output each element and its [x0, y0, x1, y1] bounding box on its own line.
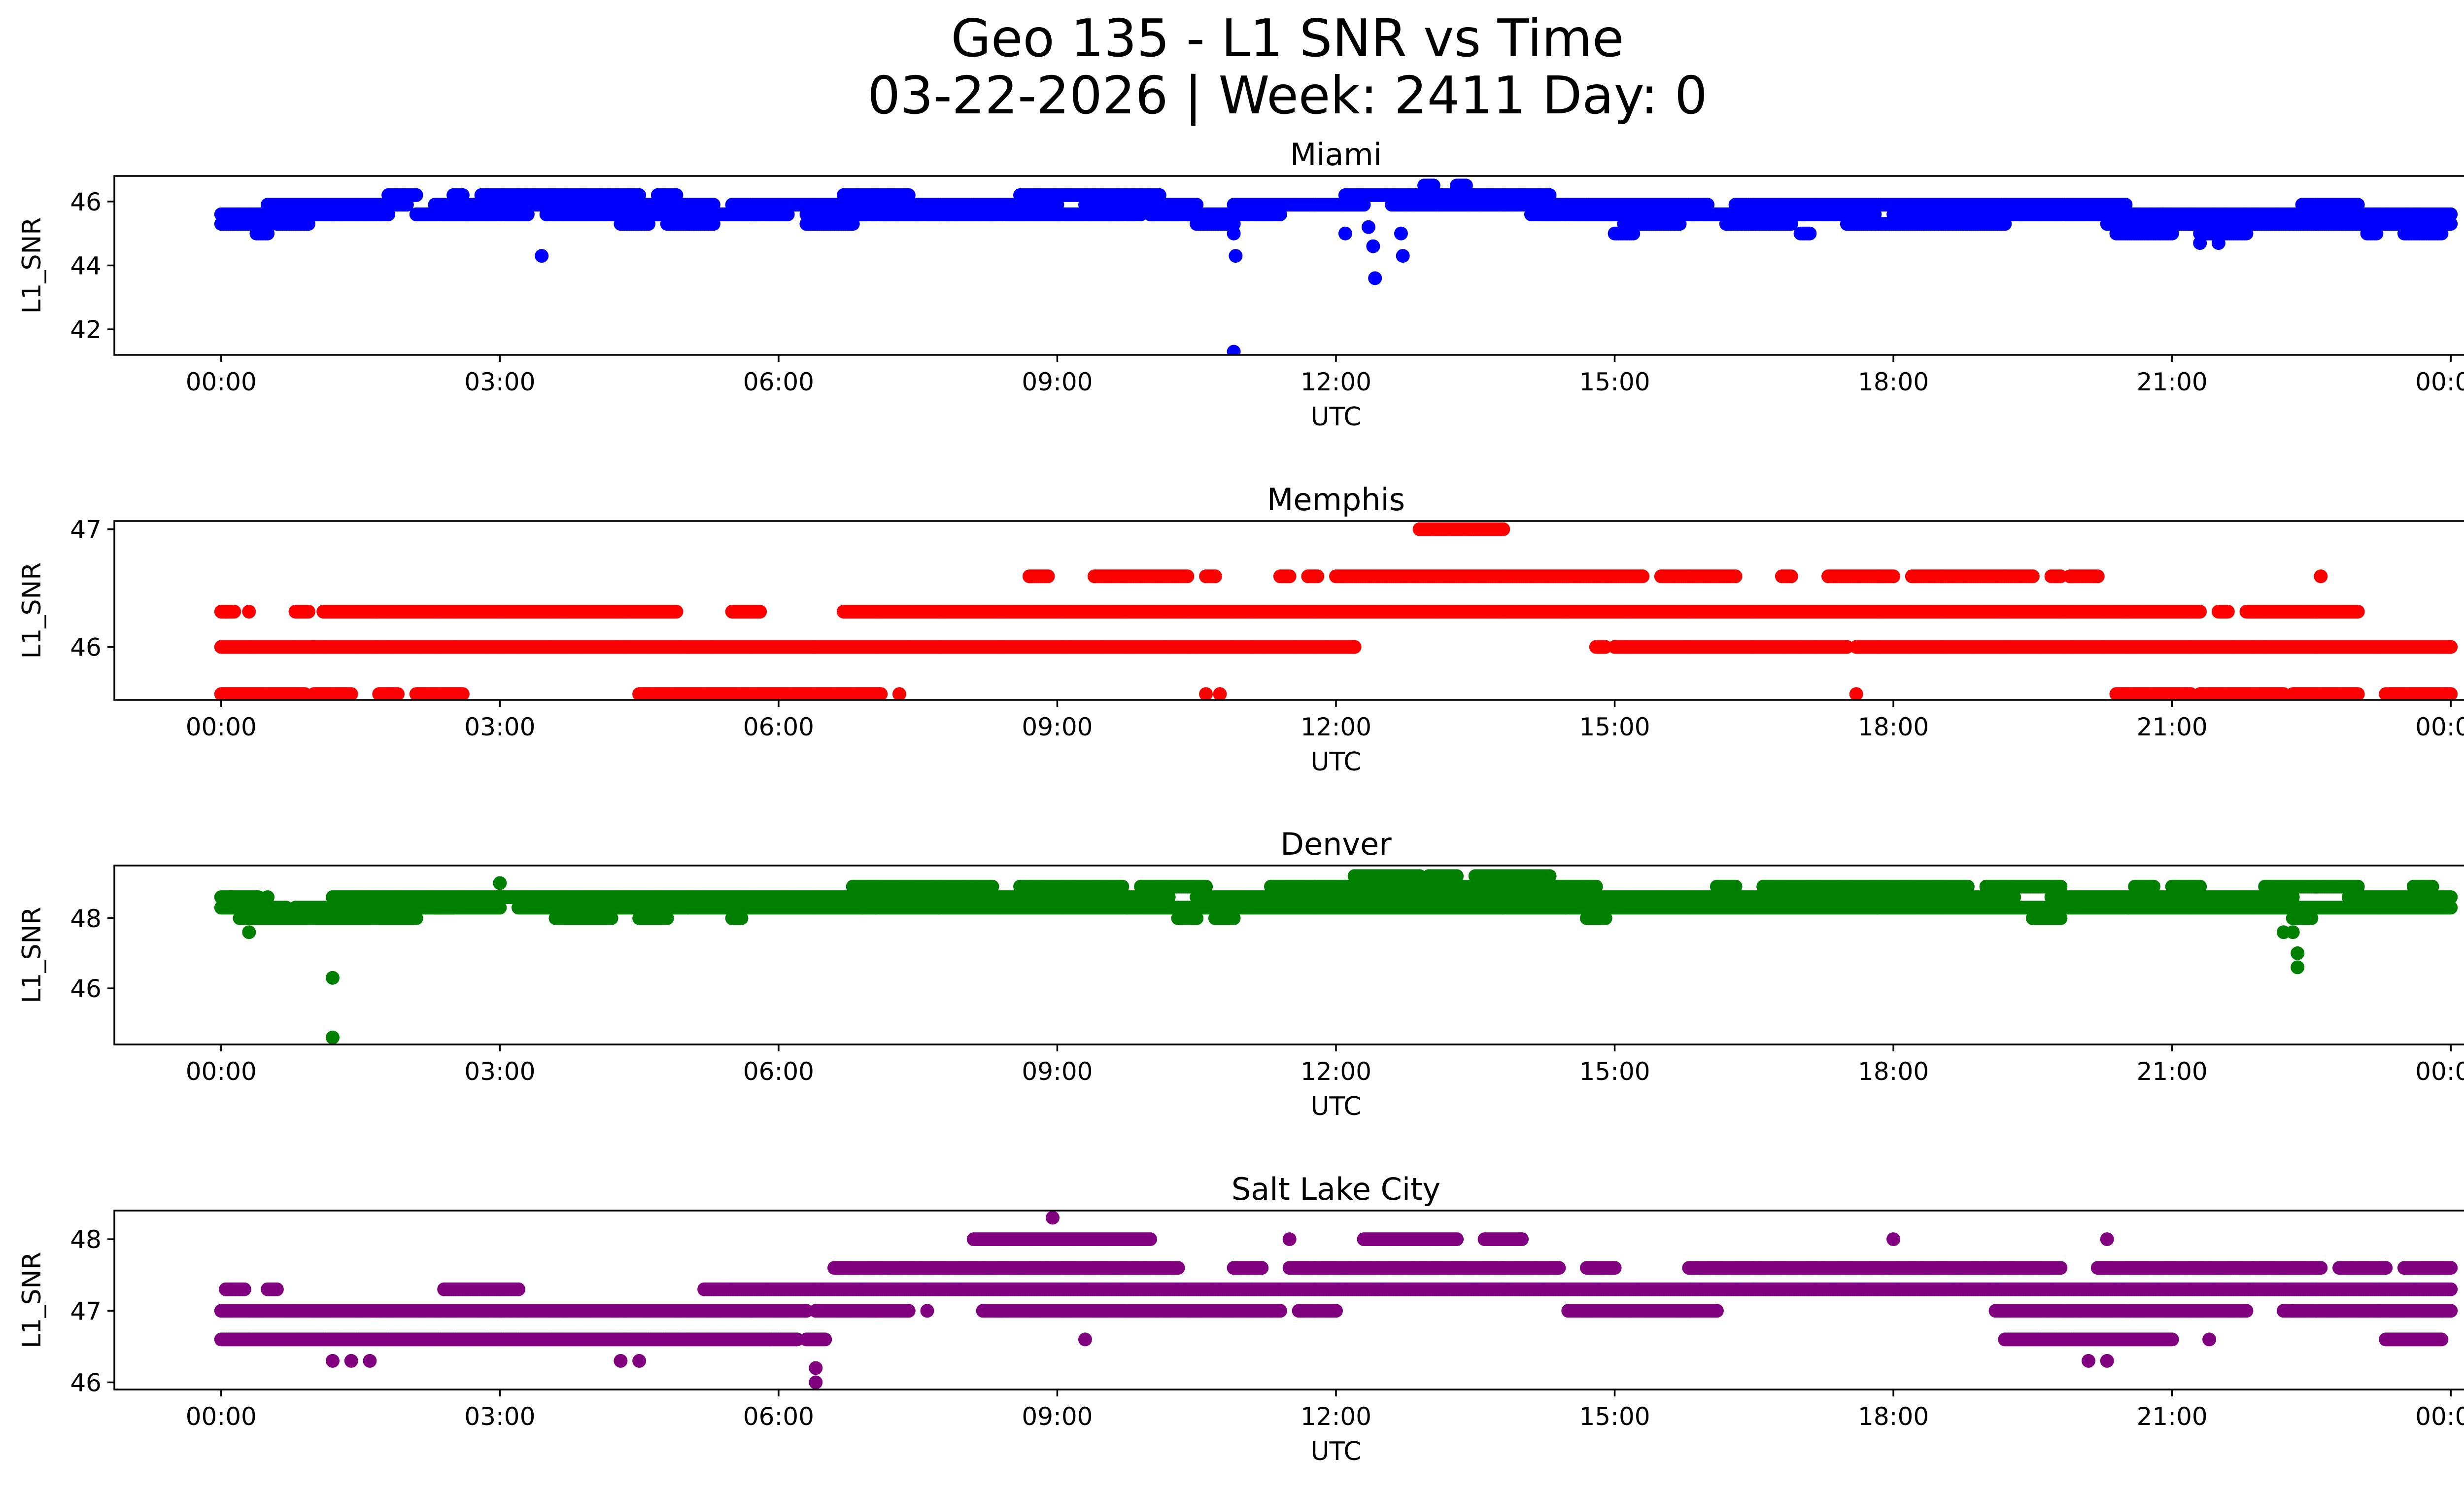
data-point — [2119, 198, 2133, 212]
data-point — [2369, 226, 2384, 241]
data-point — [753, 604, 767, 619]
x-axis-label: UTC — [1310, 402, 1361, 432]
data-point — [1152, 188, 1166, 202]
y-tick-label: 42 — [70, 315, 102, 344]
data-point — [2351, 687, 2365, 700]
x-tick-label: 00:00 — [2415, 368, 2464, 396]
data-point — [1368, 271, 1382, 285]
data-point — [901, 188, 916, 202]
y-axis-label: L1_SNR — [17, 217, 47, 313]
x-tick-label: 06:00 — [743, 368, 814, 396]
data-point — [1366, 239, 1380, 253]
data-point — [632, 188, 647, 202]
data-point — [1229, 249, 1243, 263]
data-point — [1338, 226, 1352, 241]
x-tick-label: 03:00 — [464, 368, 535, 396]
data-point — [2193, 236, 2207, 250]
data-point — [344, 687, 358, 700]
data-point — [1701, 198, 1715, 212]
data-point — [2211, 236, 2225, 250]
data-point — [455, 188, 470, 202]
data-point — [535, 249, 549, 263]
panel-title: Miami — [1290, 137, 1382, 173]
panel-miami: Miami 00:00 03:00 06:00 09:00 12:00 15:00 18:00… — [17, 137, 2464, 432]
data-point — [1626, 226, 1641, 241]
data-point — [409, 188, 423, 202]
series-points — [214, 178, 2458, 355]
data-point — [1394, 226, 1408, 241]
data-point — [1803, 226, 1817, 241]
data-point — [1227, 217, 1241, 231]
data-point — [2239, 226, 2254, 241]
data-point — [2444, 640, 2458, 654]
data-point — [1396, 249, 1410, 263]
data-point — [2351, 198, 2365, 212]
data-point — [1362, 220, 1375, 234]
data-point — [1426, 178, 1440, 193]
y-tick-label: 44 — [70, 252, 102, 280]
data-point — [1227, 345, 1241, 355]
x-tick-label: 09:00 — [1022, 368, 1093, 396]
data-point — [669, 188, 684, 202]
data-point — [261, 226, 275, 241]
x-tick-label: 00:00 — [186, 368, 257, 396]
series-points — [214, 522, 2458, 700]
data-point — [2165, 226, 2179, 241]
data-point — [2434, 226, 2449, 241]
data-point — [302, 604, 315, 619]
data-point — [1459, 178, 1473, 193]
data-point — [1542, 188, 1557, 202]
x-tick-label: 12:00 — [1300, 368, 1371, 396]
y-tick-label: 46 — [70, 188, 102, 216]
panel-title: Memphis — [1267, 482, 1405, 518]
data-point — [455, 687, 470, 700]
data-point — [874, 687, 888, 700]
x-tick-label: 15:00 — [1579, 368, 1650, 396]
data-point — [391, 687, 405, 700]
data-point — [1190, 198, 1204, 212]
data-point — [2444, 687, 2458, 700]
x-tick-label: 18:00 — [1858, 368, 1929, 396]
data-point — [2444, 207, 2458, 221]
data-point — [669, 604, 684, 619]
x-tick-label: 21:00 — [2137, 368, 2208, 396]
data-point — [1227, 226, 1241, 241]
data-point — [706, 198, 720, 212]
